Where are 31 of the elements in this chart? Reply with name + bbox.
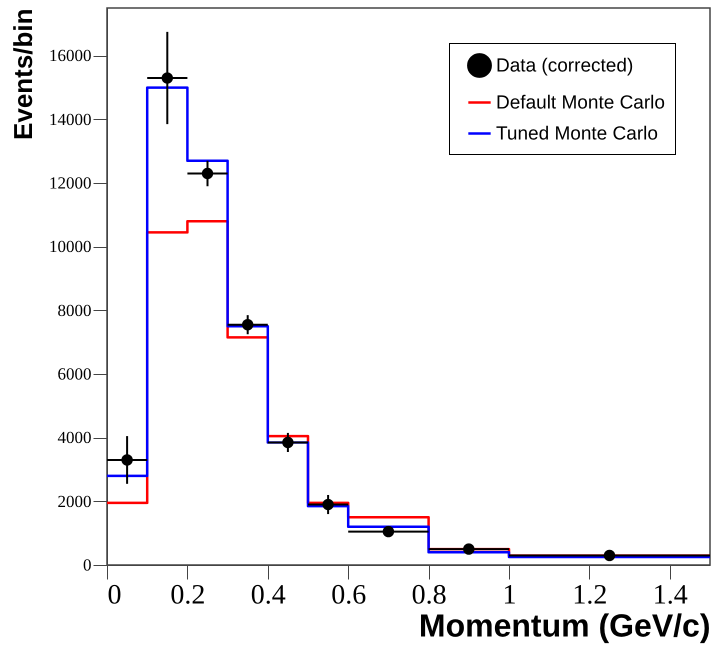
x-tick-label: 1.2 — [572, 580, 608, 610]
y-tick-label: 8000 — [58, 300, 92, 320]
point — [463, 543, 474, 555]
point — [282, 436, 294, 448]
x-tick-label: 0.6 — [331, 580, 366, 610]
point — [242, 319, 254, 330]
y-tick-label: 2000 — [58, 492, 92, 511]
point — [322, 498, 334, 510]
x-tick-label: 1.4 — [652, 580, 688, 610]
legend-label: Data (corrected) — [496, 56, 634, 76]
y-tick-label: 6000 — [58, 364, 92, 384]
y-axis-title: Events/bin — [8, 8, 38, 140]
point — [202, 168, 214, 180]
y-tick-label: 12000 — [49, 174, 92, 193]
y-tick-label: 14000 — [49, 110, 92, 129]
y-tick-label: 10000 — [49, 237, 92, 256]
x-tick-label: 0.8 — [412, 580, 447, 610]
y-tick-label: 4000 — [58, 428, 92, 448]
x-axis-title: Momentum (GeV/c) — [418, 608, 710, 644]
point — [162, 72, 173, 84]
y-tick-label: 0 — [83, 556, 92, 574]
legend-label: Tuned Monte Carlo — [496, 124, 658, 144]
y-tick-label: 16000 — [49, 46, 92, 66]
x-tick-label: 0 — [108, 580, 122, 610]
point — [121, 454, 133, 466]
legend-label: Default Monte Carlo — [496, 92, 665, 114]
x-tick-label: 0.2 — [170, 580, 206, 610]
point — [382, 526, 394, 538]
point — [604, 550, 616, 562]
x-tick-label: 1 — [502, 580, 516, 610]
x-tick-label: 0.4 — [250, 580, 286, 610]
